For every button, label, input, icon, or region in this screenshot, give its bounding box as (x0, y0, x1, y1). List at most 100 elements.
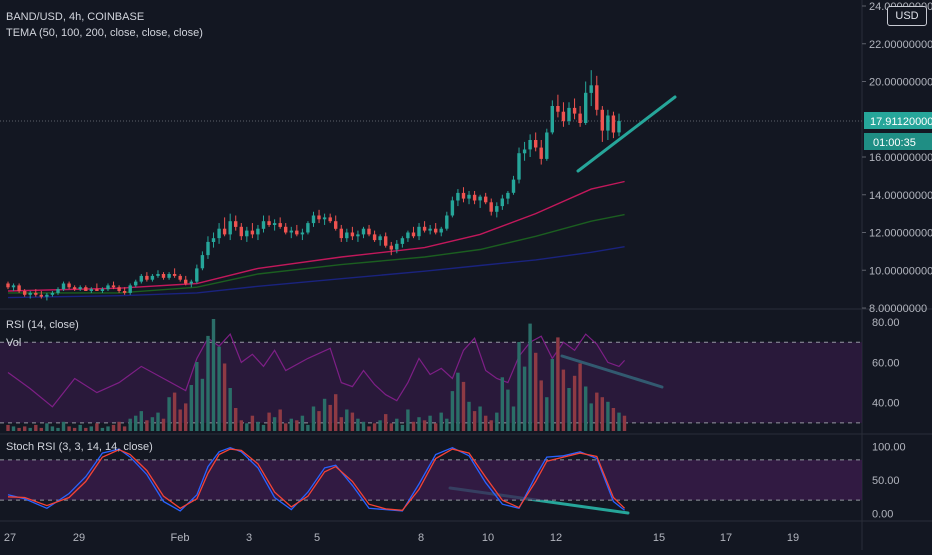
candle-body (156, 274, 160, 276)
candle-body (528, 140, 532, 150)
candle-body (261, 221, 266, 229)
candle-body (478, 196, 482, 201)
volume-bar (534, 352, 538, 431)
candle-body (600, 109, 604, 131)
volume-bar (261, 424, 266, 431)
volume-bar (139, 411, 143, 431)
candle-body (500, 198, 504, 207)
volume-bar (306, 424, 310, 431)
volume-bar (545, 397, 549, 431)
volume-bar (356, 418, 360, 431)
volume-bar (411, 421, 416, 431)
candle-body (211, 238, 216, 242)
volume-bar (539, 380, 543, 431)
candle-body (322, 217, 327, 220)
volume-bar (445, 418, 449, 431)
volume-bar (206, 335, 210, 431)
volume-label[interactable]: Vol (6, 337, 22, 349)
candle-body (267, 221, 271, 225)
volume-bar (367, 426, 371, 431)
candle-body (106, 285, 110, 290)
stoch-tick-label: 50.00 (872, 475, 900, 487)
candle-body (134, 281, 138, 286)
candle-body (117, 287, 121, 291)
candle-body (522, 149, 527, 154)
candle-body (245, 230, 249, 237)
candle-body (222, 228, 227, 235)
tema-line (7, 246, 625, 299)
rsi-tick-label: 80.00 (872, 317, 900, 329)
volume-bar (117, 421, 121, 431)
stoch-tick-label: 0.00 (872, 509, 893, 521)
volume-bar (495, 412, 499, 431)
volume-bar (111, 424, 116, 431)
volume-bar (461, 381, 466, 431)
candle-body (417, 226, 421, 237)
volume-bar (234, 408, 238, 431)
candle-body (167, 274, 171, 278)
candle-body (250, 230, 255, 235)
candle-body (461, 192, 466, 199)
volume-bar (284, 423, 288, 431)
chart-legend: BAND/USD, 4h, COINBASE TEMA (50, 100, 20… (6, 9, 203, 41)
volume-bar (439, 412, 443, 431)
volume-bar (106, 426, 110, 431)
candle-body (506, 192, 510, 199)
time-tick-label: 15 (653, 532, 665, 544)
volume-bar (89, 426, 93, 431)
stoch-d-line (7, 448, 626, 511)
volume-bar (578, 363, 582, 431)
volume-bar (50, 426, 55, 431)
volume-bar (245, 423, 249, 431)
volume-bar (128, 418, 132, 431)
candle-body (367, 228, 371, 235)
price-tick-label: 10.00000000 (869, 265, 932, 277)
stoch-rsi-label[interactable]: Stoch RSI (3, 3, 14, 14, close) (6, 441, 153, 453)
time-tick-label: 5 (314, 532, 320, 544)
candle-body (11, 285, 16, 288)
candle-body (45, 294, 49, 297)
time-tick-label: 12 (550, 532, 562, 544)
volume-bar (561, 369, 566, 431)
time-tick-label: 10 (482, 532, 494, 544)
candle-body (384, 236, 388, 246)
volume-bar (617, 412, 621, 431)
volume-bar (78, 424, 82, 431)
volume-bar (72, 427, 77, 431)
volume-bar (295, 420, 299, 431)
currency-button[interactable]: USD (887, 6, 927, 26)
volume-bar (278, 409, 282, 431)
candle-body (611, 115, 616, 133)
volume-bar (506, 389, 510, 431)
candle-body (472, 194, 477, 201)
candle-body (361, 228, 366, 235)
volume-bar (56, 427, 60, 431)
volume-bar (6, 424, 10, 431)
price-tick-label: 20.00000000 (869, 77, 932, 89)
candle-body (617, 120, 621, 133)
volume-bar (184, 403, 188, 431)
symbol-title[interactable]: BAND/USD, 4h, COINBASE (6, 11, 145, 23)
indicator-title[interactable]: TEMA (50, 100, 200, close, close, close) (6, 27, 203, 39)
candle-body (584, 92, 588, 123)
candle-body (489, 202, 493, 212)
volume-bar (422, 420, 427, 431)
price-tick-label: 8.00000000 (869, 303, 927, 315)
volume-bar (567, 388, 571, 431)
candle-body (556, 106, 560, 112)
candle-body (272, 223, 277, 225)
volume-bar (334, 394, 338, 431)
volume-bar (456, 372, 460, 431)
candle-body (39, 294, 43, 297)
time-tick-label: 3 (246, 532, 252, 544)
rsi-label[interactable]: RSI (14, close) (6, 319, 79, 331)
volume-bar (267, 412, 271, 431)
volume-bar (84, 427, 88, 431)
candle-body (439, 228, 443, 233)
volume-bar (556, 337, 560, 431)
candle-body (400, 238, 405, 244)
rsi-tick-label: 40.00 (872, 398, 900, 410)
candle-body (395, 243, 399, 250)
